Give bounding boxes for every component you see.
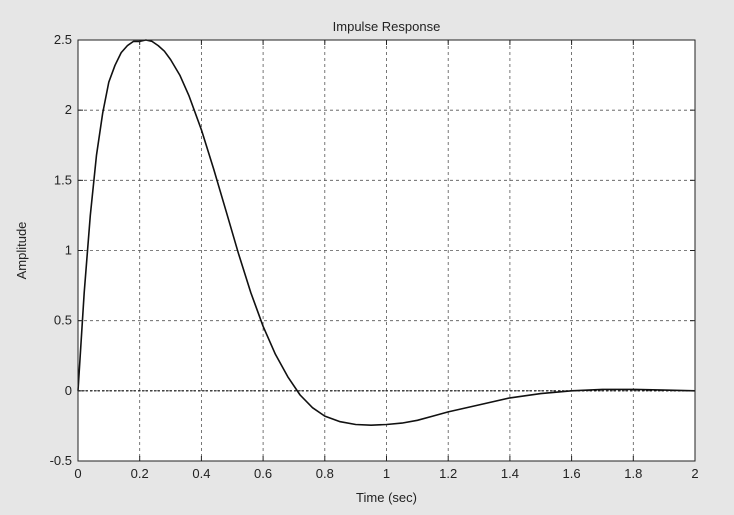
- y-tick-label: -0.5: [50, 453, 72, 468]
- series-layer: [77, 39, 696, 427]
- y-tick-label: 2.5: [54, 32, 72, 47]
- y-axis-label: Amplitude: [14, 222, 29, 280]
- x-tick-label: 1.8: [624, 466, 642, 481]
- y-tick-label: 0: [65, 383, 72, 398]
- x-tick-labels: 0 0.2 0.4 0.6 0.8 1 1.2 1.4 1.6 1.8 2: [74, 466, 698, 481]
- x-tick-label: 0.4: [192, 466, 210, 481]
- impulse-response-line: [77, 39, 696, 427]
- x-tick-label: 0: [74, 466, 81, 481]
- x-tick-label: 0.2: [131, 466, 149, 481]
- x-tick-label: 0.8: [316, 466, 334, 481]
- axis-ticks: [77, 39, 696, 462]
- y-tick-label: 1: [65, 243, 72, 258]
- y-tick-label: 1.5: [54, 172, 72, 187]
- x-tick-label: 1.2: [439, 466, 457, 481]
- x-tick-label: 1: [383, 466, 390, 481]
- y-tick-labels: -0.5 0 0.5 1 1.5 2 2.5: [50, 32, 72, 468]
- y-tick-label: 0.5: [54, 313, 72, 328]
- x-tick-label: 0.6: [254, 466, 272, 481]
- chart-title: Impulse Response: [333, 19, 441, 34]
- x-tick-label: 1.4: [501, 466, 519, 481]
- x-axis-label: Time (sec): [356, 490, 417, 505]
- y-tick-label: 2: [65, 102, 72, 117]
- x-tick-label: 2: [691, 466, 698, 481]
- x-tick-label: 1.6: [563, 466, 581, 481]
